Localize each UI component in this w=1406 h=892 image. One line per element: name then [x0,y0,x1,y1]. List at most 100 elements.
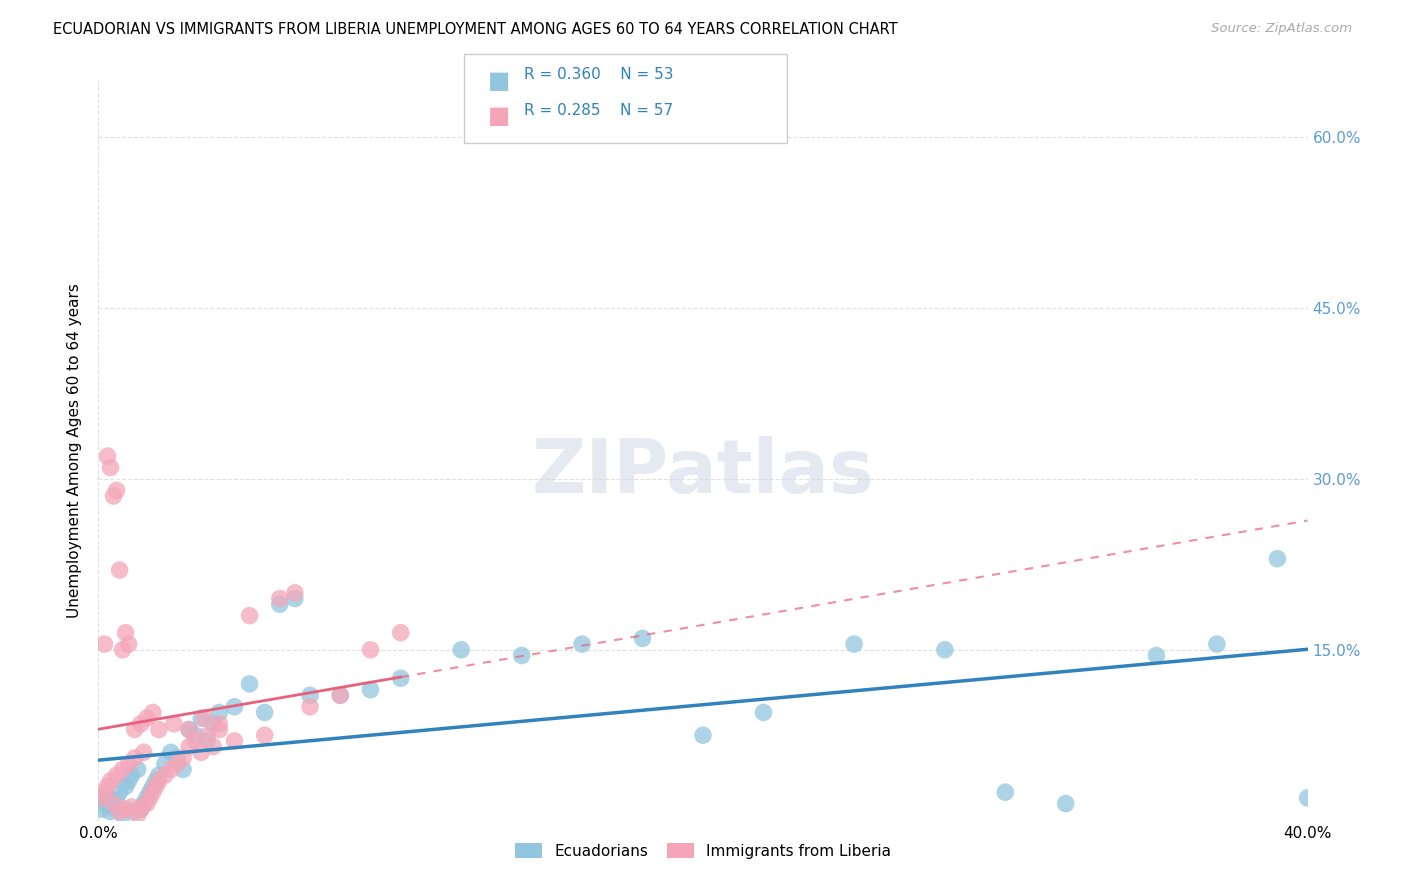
Point [692,728,714,742]
Point [208,716,231,731]
Point [994,785,1017,799]
Point [184,728,207,742]
Point [105,793,128,807]
Point [100,460,122,475]
Point [752,706,775,720]
Point [934,642,956,657]
Text: Source: ZipAtlas.com: Source: ZipAtlas.com [1212,22,1353,36]
Legend: Ecuadorians, Immigrants from Liberia: Ecuadorians, Immigrants from Liberia [509,837,897,865]
Point [148,723,170,737]
Point [450,642,472,657]
Point [571,637,593,651]
Point [90,790,112,805]
Point [129,716,152,731]
Text: R = 0.360    N = 53: R = 0.360 N = 53 [524,67,673,82]
Point [148,768,170,782]
Point [114,802,136,816]
Point [121,800,143,814]
Point [253,706,276,720]
Point [253,728,276,742]
Point [127,808,149,822]
Point [127,763,149,777]
Point [111,763,134,777]
Point [239,677,262,691]
Point [166,756,188,771]
Point [135,790,157,805]
Point [121,768,143,782]
Text: ECUADORIAN VS IMMIGRANTS FROM LIBERIA UNEMPLOYMENT AMONG AGES 60 TO 64 YEARS COR: ECUADORIAN VS IMMIGRANTS FROM LIBERIA UN… [53,22,898,37]
Point [93,785,115,799]
Point [202,739,225,754]
Point [284,586,307,600]
Point [631,632,654,646]
Text: ■: ■ [488,69,510,93]
Point [142,780,165,794]
Point [142,785,165,799]
Point [360,642,382,657]
Point [269,597,291,611]
Point [118,756,141,771]
Point [202,716,225,731]
Point [269,591,291,606]
Point [111,642,134,657]
Point [111,808,134,822]
Point [1144,648,1167,663]
Point [90,802,112,816]
Point [118,773,141,788]
Point [153,756,176,771]
Point [844,637,866,651]
Point [148,773,170,788]
Point [195,734,218,748]
Point [284,591,307,606]
Point [129,802,152,816]
Point [93,637,115,651]
Point [105,483,128,498]
Point [139,785,162,799]
Point [224,734,246,748]
Point [510,648,533,663]
Point [389,671,412,685]
Point [124,751,146,765]
Point [100,805,122,819]
Point [145,780,167,794]
Point [193,711,215,725]
Point [135,797,157,811]
Point [299,699,322,714]
Point [114,780,136,794]
Point [93,797,115,811]
Point [329,689,352,703]
Point [142,706,165,720]
Point [184,734,207,748]
Point [179,723,201,737]
Point [100,773,122,788]
Point [195,728,218,742]
Y-axis label: Unemployment Among Ages 60 to 64 years: Unemployment Among Ages 60 to 64 years [67,283,83,618]
Point [224,699,246,714]
Point [179,739,201,754]
Point [208,723,231,737]
Point [1206,637,1229,651]
Point [105,768,128,782]
Point [190,745,212,759]
Point [103,797,125,811]
Point [299,689,322,703]
Point [96,780,118,794]
Point [139,790,162,805]
Point [124,723,146,737]
Point [96,449,118,463]
Point [1267,551,1289,566]
Text: R = 0.285    N = 57: R = 0.285 N = 57 [524,103,673,118]
Point [145,773,167,788]
Point [172,751,194,765]
Text: ZIPatlas: ZIPatlas [531,436,875,509]
Point [96,790,118,805]
Point [389,625,412,640]
Point [190,711,212,725]
Point [124,805,146,819]
Point [329,689,352,703]
Point [360,682,382,697]
Text: ■: ■ [488,104,510,128]
Point [118,637,141,651]
Point [108,785,131,799]
Point [108,563,131,577]
